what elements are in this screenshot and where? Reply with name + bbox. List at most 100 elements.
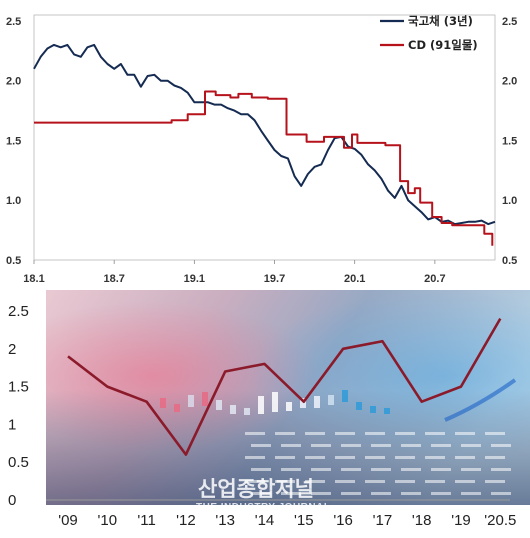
backdrop-ticker-3-3 [341, 468, 361, 471]
bottom-y-axis: 0 0.5 1 1.5 2 2.5 [8, 303, 29, 509]
backdrop-ticker-2-3 [335, 456, 355, 459]
backdrop-candle-1 [174, 404, 180, 412]
backdrop-ticker-3-4 [371, 468, 391, 471]
top-series-line-0 [33, 43, 496, 226]
backdrop-ticker-1-1 [281, 444, 301, 447]
backdrop-ticker-5-1 [281, 492, 301, 495]
backdrop-ticker-2-0 [245, 456, 265, 459]
bottom-x-tick-10: '19 [451, 512, 471, 529]
top-x-tick-2: 19.1 [184, 273, 205, 285]
backdrop-ticker-1-2 [311, 444, 331, 447]
backdrop-ticker-3-8 [491, 468, 511, 471]
backdrop-ticker-0-4 [365, 432, 385, 435]
top-x-tick-4: 20.1 [344, 273, 365, 285]
bottom-y-tick-0: 0 [8, 492, 16, 509]
top-y-tick-left-2: 1.5 [6, 135, 21, 147]
top-y-tick-right-2: 1.5 [502, 135, 517, 147]
bottom-x-tick-5: '14 [255, 512, 275, 529]
backdrop-ticker-2-1 [275, 456, 295, 459]
backdrop-ticker-5-0 [251, 492, 271, 495]
backdrop-ticker-5-7 [461, 492, 481, 495]
bottom-y-tick-2: 1 [8, 416, 16, 433]
backdrop-ticker-3-7 [461, 468, 481, 471]
watermark-title: 산업종합저널 [198, 477, 314, 501]
backdrop-ticker-3-0 [251, 468, 271, 471]
backdrop-ticker-5-3 [341, 492, 361, 495]
backdrop-ticker-1-8 [491, 444, 511, 447]
bottom-y-tick-1: 0.5 [8, 454, 29, 471]
backdrop-ticker-4-3 [335, 480, 355, 483]
top-x-axis: 18.1 18.7 19.1 19.7 20.1 20.7 [23, 260, 446, 285]
backdrop-candle-3 [202, 392, 208, 406]
backdrop-ticker-2-6 [425, 456, 445, 459]
bottom-x-tick-1: '10 [98, 512, 118, 529]
backdrop-ticker-1-7 [461, 444, 481, 447]
backdrop-candle-10 [300, 398, 306, 408]
backdrop-ticker-4-4 [365, 480, 385, 483]
backdrop-ticker-2-5 [395, 456, 415, 459]
backdrop-candle-14 [356, 402, 362, 410]
top-y-tick-left-1: 1.0 [6, 195, 21, 207]
backdrop-ticker-5-4 [371, 492, 391, 495]
backdrop-candle-12 [328, 395, 334, 405]
top-y-tick-right-4: 2.5 [502, 16, 517, 28]
legend-label-bond: 국고채 (3년) [408, 14, 473, 28]
bottom-x-axis: '09 '10 '11 '12 '13 '14 '15 '16 '17 '18 '19 '20.5 [58, 512, 516, 529]
top-y-tick-left-0: 0.5 [6, 255, 21, 267]
backdrop-ticker-5-2 [311, 492, 331, 495]
watermark: 산업종합저널 THE INDUSTRY JOURNAL [196, 477, 330, 513]
top-legend: 국고채 (3년) CD (91일물) [380, 14, 478, 52]
top-x-tick-5: 20.7 [424, 273, 445, 285]
backdrop-ticker-1-6 [431, 444, 451, 447]
bottom-x-tick-8: '17 [373, 512, 393, 529]
backdrop-ticker-0-3 [335, 432, 355, 435]
backdrop-ticker-3-2 [311, 468, 331, 471]
top-x-tick-0: 18.1 [23, 273, 44, 285]
top-series-group [33, 43, 496, 246]
backdrop-ticker-4-2 [305, 480, 325, 483]
backdrop-ticker-2-2 [305, 456, 325, 459]
watermark-subtitle: THE INDUSTRY JOURNAL [196, 502, 330, 513]
backdrop-ticker-4-0 [245, 480, 265, 483]
backdrop-ticker-1-5 [401, 444, 421, 447]
bottom-y-tick-5: 2.5 [8, 303, 29, 320]
backdrop-ticker-4-5 [395, 480, 415, 483]
backdrop-candle-11 [314, 396, 320, 408]
backdrop-ticker-2-4 [365, 456, 385, 459]
bottom-x-tick-11: '20.5 [484, 512, 516, 529]
backdrop-candle-4 [216, 400, 222, 410]
top-chart: 0.5 1.0 1.5 2.0 2.5 0.5 1.0 1.5 2.0 2.5 18.1 18.7… [6, 14, 517, 285]
backdrop-candle-0 [160, 398, 166, 408]
backdrop-ticker-4-6 [425, 480, 445, 483]
backdrop-candle-6 [244, 408, 250, 415]
backdrop-candle-9 [286, 402, 292, 411]
backdrop-ticker-2-8 [485, 456, 505, 459]
top-y-axis-right: 0.5 1.0 1.5 2.0 2.5 [502, 16, 517, 267]
backdrop-candle-15 [370, 406, 376, 413]
backdrop-ticker-3-5 [401, 468, 421, 471]
backdrop-ticker-0-5 [395, 432, 415, 435]
backdrop-ticker-3-1 [281, 468, 301, 471]
backdrop-ticker-5-8 [491, 492, 511, 495]
backdrop-ticker-2-7 [455, 456, 475, 459]
top-x-tick-1: 18.7 [103, 273, 124, 285]
backdrop-ticker-1-0 [251, 444, 271, 447]
bottom-y-tick-4: 2 [8, 341, 16, 358]
bottom-x-tick-6: '15 [294, 512, 314, 529]
bottom-x-tick-3: '12 [176, 512, 196, 529]
legend-label-cd: CD (91일물) [408, 38, 478, 52]
backdrop-ticker-5-5 [401, 492, 421, 495]
backdrop-ticker-4-8 [485, 480, 505, 483]
bottom-y-tick-3: 1.5 [8, 379, 29, 396]
backdrop-ticker-1-4 [371, 444, 391, 447]
bottom-x-tick-7: '16 [333, 512, 353, 529]
bottom-series-line-0 [67, 317, 502, 456]
top-series-line-1 [34, 90, 494, 246]
backdrop-candle-13 [342, 390, 348, 402]
top-y-axis-left: 0.5 1.0 1.5 2.0 2.5 [6, 16, 21, 267]
top-chart-frame [33, 14, 496, 261]
backdrop-ticker-0-2 [305, 432, 325, 435]
backdrop-ticker-0-8 [485, 432, 505, 435]
top-y-tick-right-1: 1.0 [502, 195, 517, 207]
